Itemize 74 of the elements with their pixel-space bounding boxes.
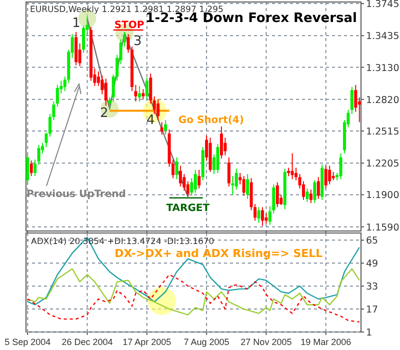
x-tick-label: 7 Aug 2005 bbox=[184, 337, 230, 347]
y-tick-label: 17 bbox=[366, 304, 378, 316]
y-tick-label: 1.3435 bbox=[366, 31, 400, 42]
candlestick bbox=[339, 152, 342, 180]
line-series bbox=[27, 274, 360, 323]
annotation: TARGET bbox=[166, 203, 210, 214]
candlestick bbox=[34, 159, 37, 177]
candlestick bbox=[30, 160, 33, 177]
y-tick-label: 1.2205 bbox=[366, 158, 400, 170]
y-tick-label: 1.3130 bbox=[366, 62, 400, 74]
candlestick bbox=[216, 143, 220, 174]
candlestick bbox=[194, 169, 197, 194]
candlestick bbox=[44, 132, 48, 148]
candlestick bbox=[290, 152, 294, 180]
candlestick bbox=[354, 84, 358, 112]
candlestick bbox=[156, 98, 160, 121]
annotation: STOP bbox=[114, 20, 144, 31]
annotation: 4 bbox=[146, 113, 155, 128]
y-tick-label: 1.2820 bbox=[366, 94, 400, 106]
candlestick bbox=[175, 156, 178, 180]
annotation: 1 bbox=[72, 16, 80, 31]
candlestick bbox=[306, 188, 309, 202]
candlestick bbox=[220, 126, 223, 159]
candlestick bbox=[316, 176, 320, 200]
candlestick bbox=[108, 96, 112, 110]
candlestick bbox=[104, 78, 108, 106]
candlestick bbox=[37, 144, 40, 166]
candlestick bbox=[227, 156, 230, 187]
candlestick bbox=[186, 180, 190, 198]
candlestick bbox=[198, 169, 201, 190]
annotation: Go Short(4) bbox=[178, 115, 244, 126]
candlestick bbox=[309, 189, 312, 204]
candlestick bbox=[328, 165, 332, 185]
candlestick bbox=[26, 154, 30, 185]
candlestick bbox=[142, 88, 145, 100]
candlestick bbox=[260, 206, 264, 226]
candlestick bbox=[178, 165, 182, 187]
annotation: Previous UpTrend bbox=[26, 189, 126, 200]
candlestick bbox=[164, 120, 168, 136]
x-tick-label: 17 Apr 2005 bbox=[122, 337, 172, 347]
candlestick bbox=[231, 176, 234, 196]
candlestick bbox=[56, 84, 59, 108]
annotation: 3 bbox=[134, 34, 142, 49]
y-tick-label: 1.1590 bbox=[366, 222, 400, 234]
y-tick-label: 33 bbox=[366, 282, 378, 293]
candlestick bbox=[234, 168, 238, 190]
x-tick-label: 26 Dec 2004 bbox=[62, 337, 113, 347]
y-tick-label: 1.3745 bbox=[366, 0, 400, 10]
line-series bbox=[27, 236, 360, 306]
y-tick-label: 1 bbox=[366, 328, 372, 338]
candlestick bbox=[149, 73, 152, 104]
candlestick bbox=[224, 137, 227, 156]
line-series bbox=[27, 268, 360, 316]
y-tick-label: 49 bbox=[366, 258, 378, 270]
candlestick bbox=[257, 206, 260, 224]
candlestick bbox=[313, 180, 316, 204]
y-tick-label: 1.1900 bbox=[366, 190, 400, 202]
annotation: 2 bbox=[100, 106, 108, 121]
candlestick bbox=[145, 77, 148, 100]
candlestick bbox=[264, 212, 268, 224]
candlestick bbox=[160, 122, 164, 136]
candlestick bbox=[242, 176, 246, 196]
y-tick-label: 1.2515 bbox=[366, 126, 400, 138]
x-tick-label: 5 Sep 2004 bbox=[4, 337, 51, 347]
candlestick bbox=[138, 85, 141, 102]
candlestick bbox=[324, 165, 328, 190]
y-tick-label: 65 bbox=[366, 236, 378, 247]
candlestick bbox=[246, 174, 250, 200]
x-tick-label: 19 Mar 2006 bbox=[300, 337, 352, 347]
candlestick bbox=[350, 86, 354, 114]
candlestick bbox=[276, 182, 279, 208]
candlestick bbox=[190, 178, 194, 196]
x-tick-label: 27 Nov 2005 bbox=[240, 337, 292, 347]
annotation: DX->DX+ and ADX Rising=> SELL bbox=[114, 247, 323, 260]
